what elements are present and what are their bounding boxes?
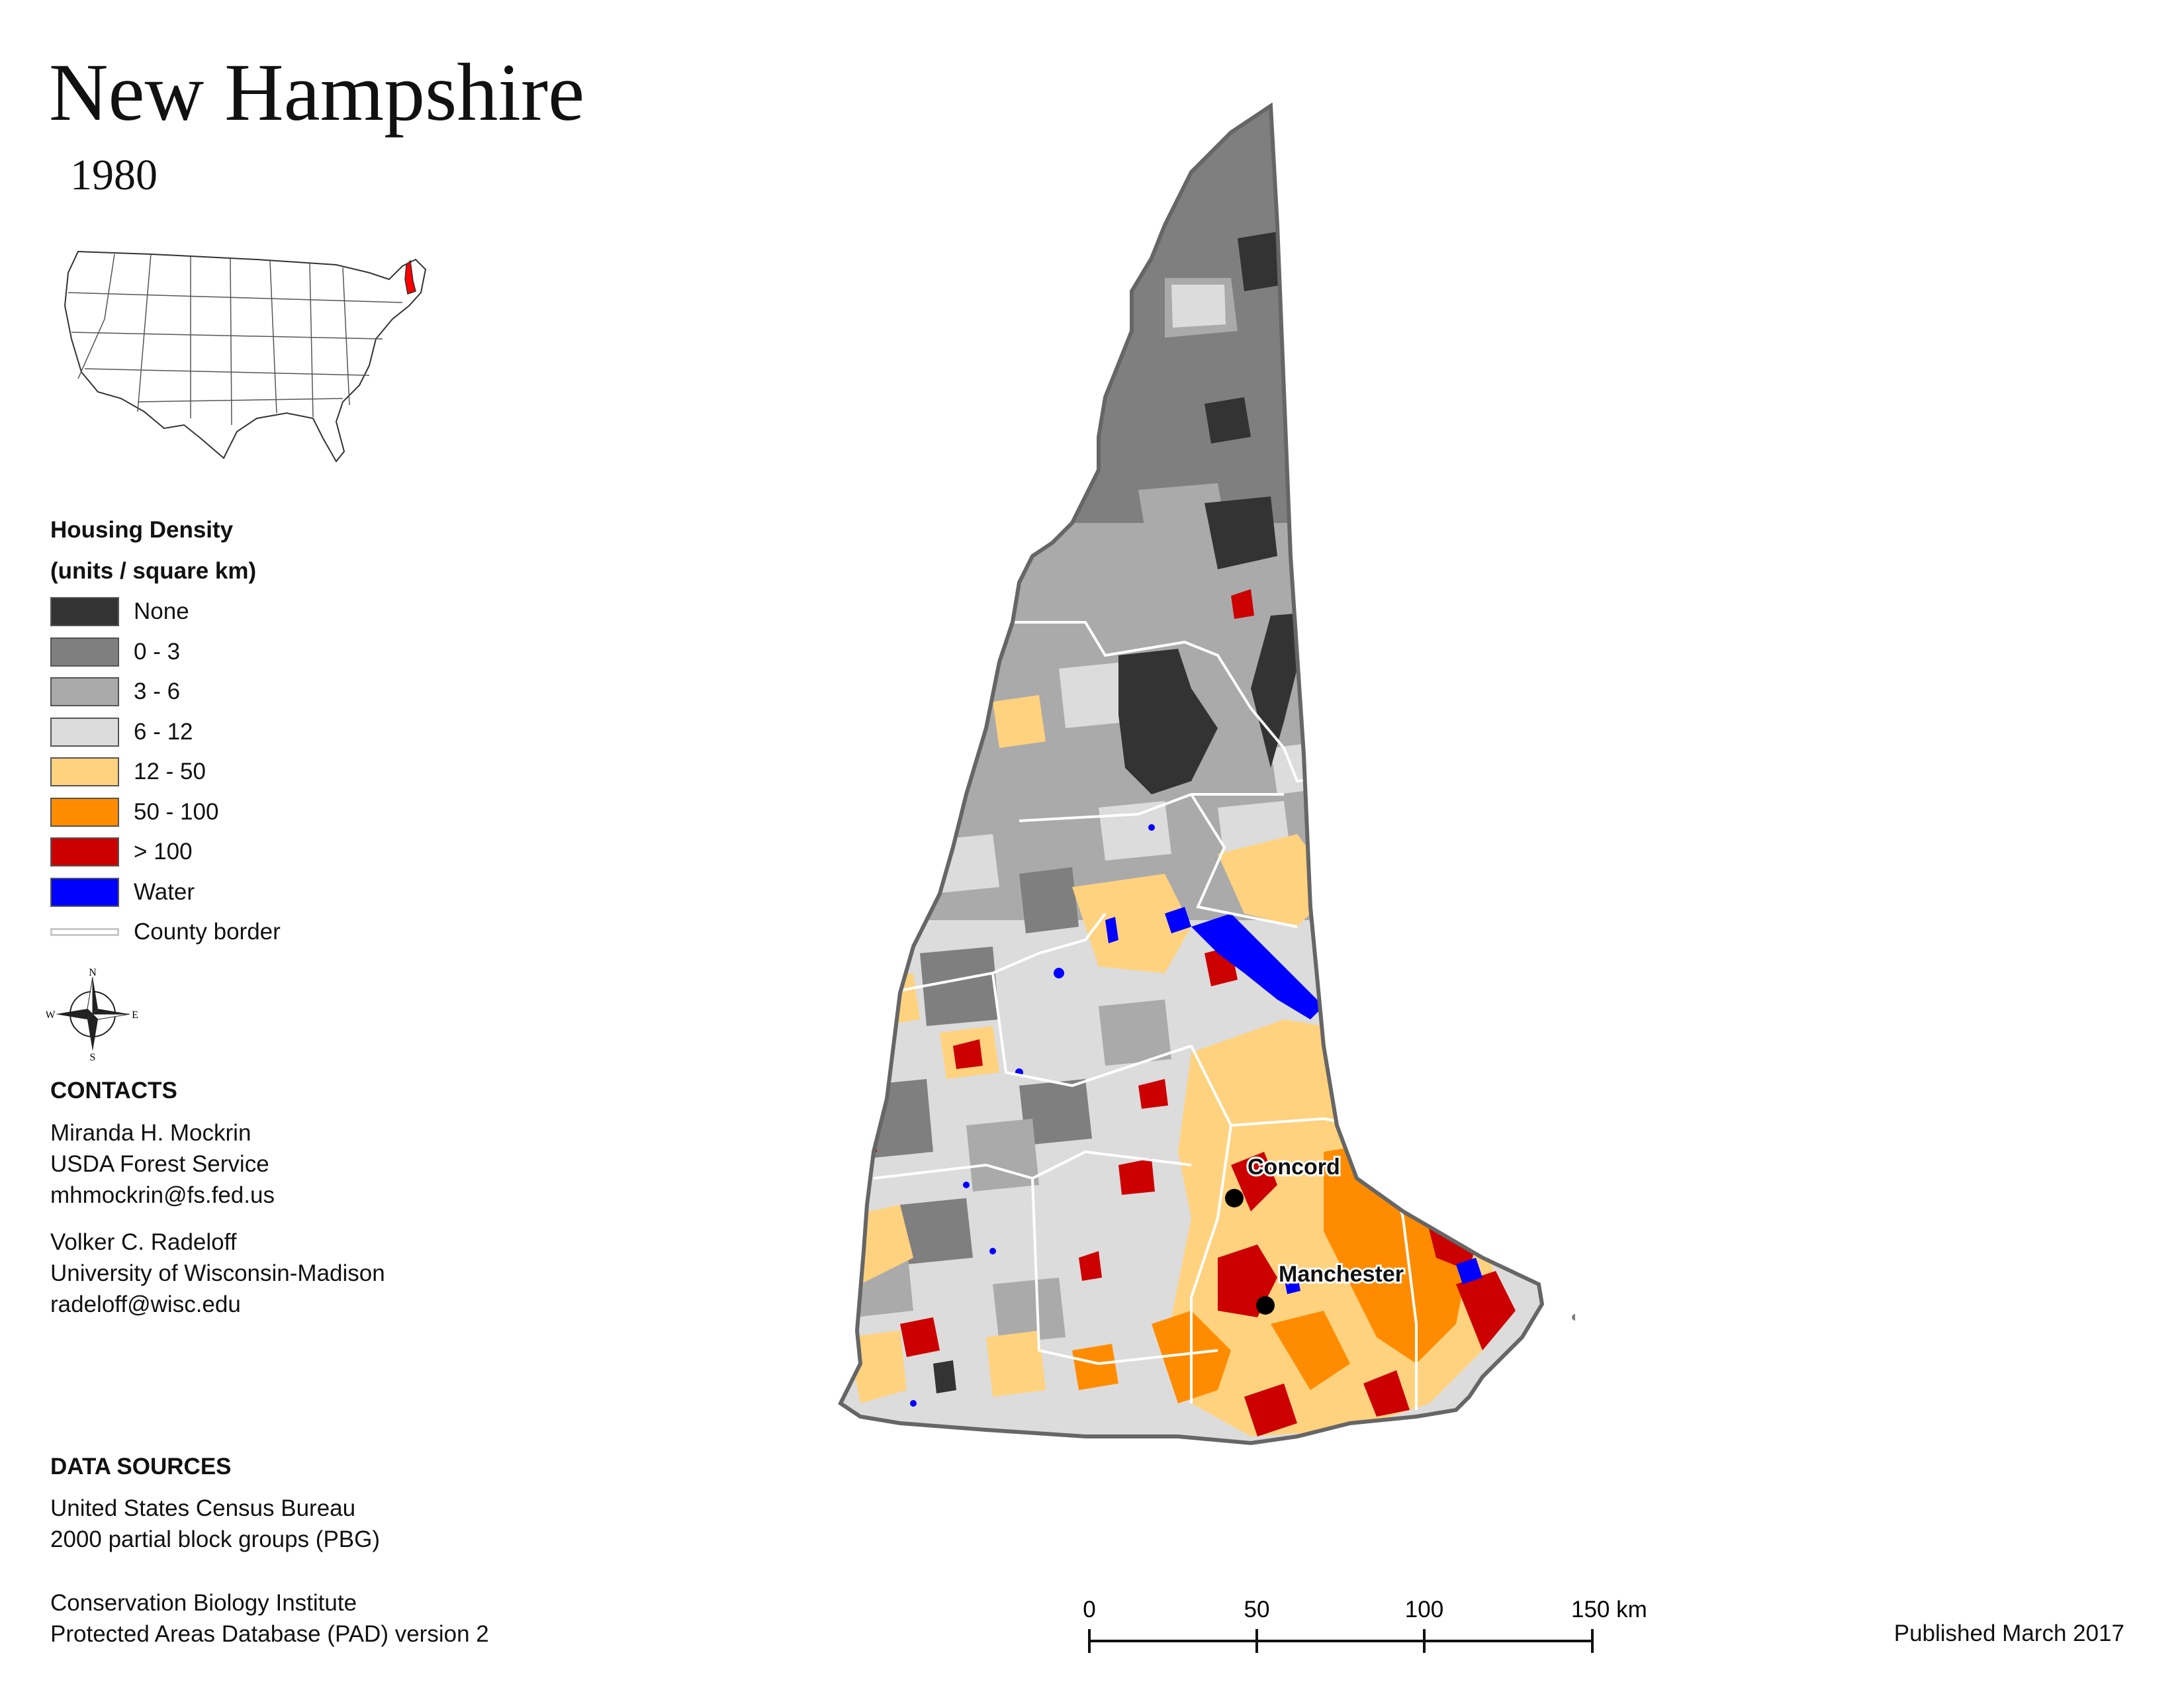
legend-label: 50 - 100	[134, 798, 219, 825]
legend-item: 12 - 50	[50, 752, 421, 792]
legend-swatch	[50, 637, 119, 667]
legend-county-border: County border	[50, 912, 421, 953]
legend-label: Water	[134, 878, 195, 905]
data-source-census: United States Census Bureau 2000 partial…	[50, 1493, 380, 1555]
scale-tick: 0	[1083, 1597, 1095, 1622]
us-locator-map	[64, 250, 427, 463]
us-outline	[64, 250, 427, 463]
legend-item: 0 - 3	[50, 632, 421, 673]
legend-item: 50 - 100	[50, 792, 421, 833]
contacts-heading: CONTACTS	[50, 1078, 177, 1103]
contact-1: Miranda H. Mockrin USDA Forest Service m…	[50, 1117, 275, 1211]
state-outline	[838, 102, 1545, 1446]
legend-item: > 100	[50, 832, 421, 872]
legend-label: 0 - 3	[134, 638, 181, 665]
legend-title: Housing Density	[50, 517, 234, 543]
scale-bar: 0 50 100 150 km	[1083, 1597, 1647, 1653]
legend-label: > 100	[134, 839, 193, 865]
city-concord[interactable]: Concord	[1225, 1152, 1342, 1207]
new-hampshire-map: Concord Manchester	[838, 102, 1575, 1446]
city-label-concord: Concord	[1248, 1154, 1340, 1180]
published-date: Published March 2017	[1893, 1620, 2124, 1646]
contact-1-org: USDA Forest Service	[50, 1151, 269, 1177]
contact-1-name: Miranda H. Mockrin	[50, 1120, 251, 1146]
legend-item: 6 - 12	[50, 712, 421, 753]
contact-1-email[interactable]: mhmockrin@fs.fed.us	[50, 1182, 275, 1208]
data-source-cbi: Conservation Biology Institute Protected…	[50, 1587, 489, 1650]
new-hampshire-highlight	[404, 259, 416, 295]
scale-tick: 50	[1244, 1597, 1270, 1622]
data-source-line: Conservation Biology Institute	[50, 1590, 357, 1616]
compass-w: W	[46, 1009, 56, 1021]
legend-label: 6 - 12	[134, 718, 193, 745]
map-year: 1980	[70, 151, 158, 199]
legend-item: Water	[50, 872, 421, 913]
legend-units: (units / square km)	[50, 558, 257, 584]
legend-label: County border	[134, 919, 281, 945]
legend-label: 3 - 6	[134, 679, 181, 705]
legend-swatch	[50, 677, 119, 707]
scale-tick: 100	[1405, 1597, 1443, 1622]
legend-swatch	[50, 597, 119, 627]
legend-swatch	[50, 757, 119, 787]
city-manchester[interactable]: Manchester	[1256, 1260, 1406, 1315]
compass-e: E	[132, 1009, 138, 1021]
data-source-line: United States Census Bureau	[50, 1495, 356, 1521]
data-source-line: 2000 partial block groups (PBG)	[50, 1526, 381, 1552]
legend-swatch	[50, 877, 119, 907]
data-sources-heading: DATA SOURCES	[50, 1454, 232, 1479]
legend-swatch	[50, 797, 119, 827]
legend-swatch	[50, 717, 119, 747]
legend-label: None	[134, 598, 189, 625]
legend-items: None 0 - 3 3 - 6 6 - 12 12 - 50 50 - 100 > 100…	[50, 592, 421, 912]
legend-label: 12 - 50	[134, 759, 206, 785]
city-label-manchester: Manchester	[1279, 1262, 1404, 1287]
data-source-line: Protected Areas Database (PAD) version 2	[50, 1621, 489, 1647]
legend-swatch	[50, 837, 119, 867]
contact-2-name: Volker C. Radeloff	[50, 1229, 237, 1255]
legend-item: None	[50, 592, 421, 632]
contact-2-email[interactable]: radeloff@wisc.edu	[50, 1291, 241, 1317]
compass-s: S	[90, 1052, 96, 1060]
compass-n: N	[89, 968, 97, 978]
contact-2: Volker C. Radeloff University of Wiscons…	[50, 1227, 385, 1320]
scale-tick: 150 km	[1571, 1597, 1647, 1622]
county-border-swatch	[50, 928, 119, 937]
legend-item: 3 - 6	[50, 672, 421, 712]
contact-2-org: University of Wisconsin-Madison	[50, 1260, 385, 1286]
map-title: New Hampshire	[49, 47, 585, 138]
compass-rose-icon: N S E W	[46, 968, 138, 1060]
legend: Housing Density (units / square km) None…	[50, 510, 421, 953]
